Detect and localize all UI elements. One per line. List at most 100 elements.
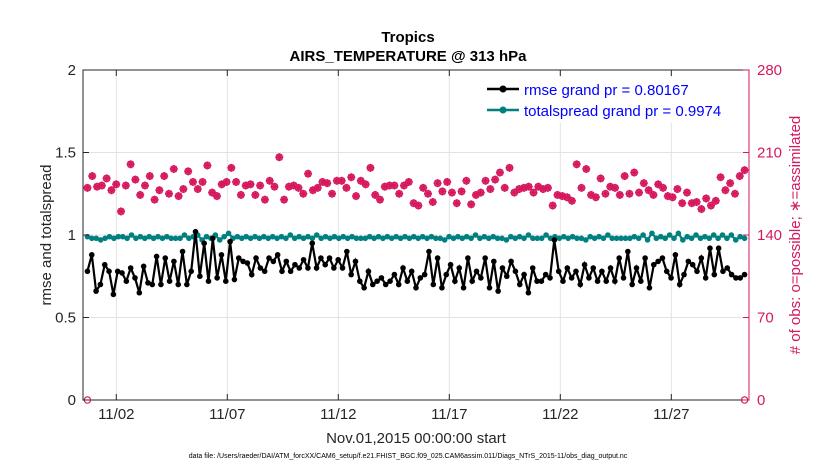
chart-title: Tropics: [381, 29, 434, 46]
obs-assimilated-point: [246, 180, 255, 189]
rmse-point: [404, 278, 411, 285]
obs-assimilated-point: [366, 163, 375, 172]
totalspread-point: [247, 235, 254, 242]
rmse-point: [197, 273, 203, 280]
rmse-point: [560, 278, 566, 285]
totalspread-point: [274, 235, 280, 242]
obs-assimilated-point: [294, 183, 303, 192]
totalspread-point: [358, 235, 364, 242]
totalspread-point: [366, 233, 373, 240]
rmse-point: [123, 278, 130, 285]
obs-assimilated-point: [711, 196, 720, 205]
rmse-point: [698, 255, 705, 261]
rmse-point: [452, 278, 458, 285]
totalspread-point: [635, 235, 642, 242]
obs-assimilated-point: [188, 177, 197, 186]
obs-assimilated-point: [371, 190, 380, 199]
totalspread-point: [530, 235, 536, 242]
rmse-point: [676, 281, 683, 288]
rmse-point: [205, 278, 212, 285]
rmse-point: [447, 261, 454, 268]
x-axis-label: Nov.01,2015 00:00:00 start: [326, 430, 507, 447]
totalspread-point: [525, 232, 532, 238]
totalspread-point: [410, 233, 417, 240]
obs-assimilated-point: [572, 160, 581, 169]
rmse-point: [503, 273, 510, 280]
obs-assimilated-point: [659, 183, 668, 192]
legend-spread-marker: [499, 106, 507, 114]
totalspread-point: [137, 233, 144, 240]
rmse-point: [625, 248, 631, 255]
totalspread-point: [499, 235, 505, 242]
obs-assimilated-point: [730, 189, 739, 198]
rmse-point: [603, 278, 610, 285]
totalspread-point: [508, 233, 514, 240]
rmse-point: [629, 281, 635, 288]
obs-assimilated-point: [347, 173, 356, 182]
totalspread-point: [415, 235, 422, 242]
y-right-tick-label: 280: [757, 62, 782, 79]
rmse-point: [720, 268, 726, 275]
legend-box: [479, 77, 745, 123]
obs-assimilated-point: [208, 188, 217, 197]
obs-assimilated-point: [438, 187, 447, 196]
totalspread-point: [238, 235, 245, 242]
obs-assimilated-point: [203, 161, 212, 170]
rmse-point: [724, 265, 731, 271]
obs-assimilated-point: [678, 199, 687, 208]
rmse-point: [162, 255, 169, 261]
totalspread-point: [521, 235, 527, 242]
obs-assimilated-point: [529, 188, 538, 197]
obs-assimilated-point: [673, 185, 682, 194]
totalspread-point: [291, 235, 298, 242]
obs-assimilated-point: [193, 185, 202, 194]
obs-assimilated-point: [117, 207, 126, 216]
obs-assimilated-point: [467, 200, 476, 209]
totalspread-point: [433, 235, 439, 242]
rmse-point: [395, 281, 402, 288]
rmse-point: [460, 285, 467, 291]
totalspread-point: [221, 233, 227, 240]
obs-assimilated-point: [500, 183, 509, 192]
obs-assimilated-point: [337, 176, 346, 185]
rmse-point: [443, 271, 450, 278]
obs-assimilated-point: [400, 181, 409, 190]
totalspread-point: [657, 233, 664, 240]
totalspread-point: [419, 233, 426, 240]
rmse-point: [525, 289, 532, 296]
y-tick-label: 0.5: [55, 310, 76, 327]
obs-assimilated-point: [716, 173, 725, 182]
rmse-point: [413, 285, 419, 291]
rmse-point: [261, 268, 268, 275]
obs-assimilated-point: [543, 183, 552, 192]
rmse-point: [149, 281, 156, 288]
totalspread-point: [349, 233, 355, 240]
totalspread-point: [256, 235, 263, 242]
obs-assimilated-point: [140, 181, 149, 190]
totalspread-point: [106, 233, 113, 240]
rmse-point: [469, 278, 476, 285]
rmse-point: [486, 285, 493, 291]
totalspread-point: [494, 235, 501, 242]
y-axis-label-right: # of obs: o=possible; ∗=assimilated: [787, 116, 804, 355]
rmse-point: [534, 278, 540, 285]
obs-assimilated-point: [169, 165, 178, 173]
totalspread-point: [578, 235, 585, 242]
x-tick-label: 11/17: [431, 406, 467, 423]
totalspread-point: [181, 232, 188, 238]
totalspread-point: [164, 233, 170, 240]
rmse-point: [296, 265, 303, 271]
rmse-point: [391, 271, 398, 278]
obs-assimilated-point: [236, 190, 245, 199]
totalspread-point: [582, 237, 589, 243]
rmse-point: [344, 248, 350, 255]
totalspread-point: [380, 235, 386, 242]
obs-assimilated-point: [212, 192, 221, 201]
rmse-point: [430, 281, 437, 288]
chart-subtitle: AIRS_TEMPERATURE @ 313 hPa: [290, 48, 528, 65]
obs-assimilated-point: [361, 180, 370, 189]
rmse-point: [153, 253, 160, 260]
obs-assimilated-point: [510, 188, 519, 197]
totalspread-point: [490, 233, 496, 240]
totalspread-point: [574, 235, 580, 242]
